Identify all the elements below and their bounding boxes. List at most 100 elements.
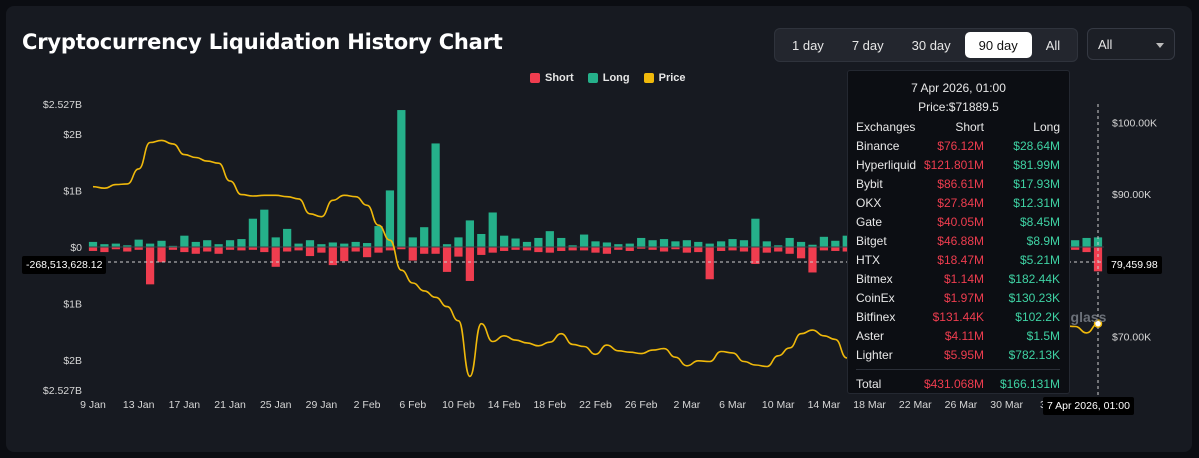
short-bar[interactable]: [237, 247, 246, 251]
short-bar[interactable]: [1071, 247, 1080, 250]
long-bar[interactable]: [237, 239, 246, 247]
short-bar[interactable]: [500, 247, 509, 251]
short-bar[interactable]: [477, 247, 486, 255]
short-bar[interactable]: [157, 247, 166, 263]
long-bar[interactable]: [842, 235, 851, 247]
short-bar[interactable]: [534, 247, 543, 253]
short-bar[interactable]: [134, 247, 143, 250]
long-bar[interactable]: [785, 237, 794, 247]
long-bar[interactable]: [591, 241, 600, 247]
long-bar[interactable]: [762, 241, 771, 247]
short-bar[interactable]: [625, 247, 634, 251]
long-bar[interactable]: [362, 243, 372, 247]
short-bar[interactable]: [762, 247, 771, 253]
short-bar[interactable]: [145, 247, 155, 285]
short-bar[interactable]: [191, 247, 200, 254]
short-bar[interactable]: [111, 247, 120, 250]
short-bar[interactable]: [374, 247, 383, 253]
long-bar[interactable]: [751, 218, 760, 247]
long-bar[interactable]: [637, 237, 646, 247]
long-bar[interactable]: [294, 243, 303, 247]
short-bar[interactable]: [408, 247, 417, 261]
short-bar[interactable]: [317, 247, 326, 253]
long-bar[interactable]: [545, 231, 554, 247]
short-bar[interactable]: [420, 247, 429, 254]
long-bar[interactable]: [557, 237, 566, 247]
legend-item-short[interactable]: Short: [530, 72, 574, 84]
range-1-day-button[interactable]: 1 day: [792, 37, 824, 53]
short-bar[interactable]: [260, 247, 269, 253]
short-bar[interactable]: [385, 247, 395, 251]
short-bar[interactable]: [522, 247, 532, 251]
short-bar[interactable]: [351, 247, 360, 252]
short-bar[interactable]: [511, 247, 520, 250]
long-bar[interactable]: [534, 237, 543, 247]
short-bar[interactable]: [579, 247, 589, 251]
long-bar[interactable]: [522, 241, 532, 247]
long-bar[interactable]: [374, 226, 383, 247]
short-bar[interactable]: [614, 247, 623, 250]
short-bar[interactable]: [203, 247, 212, 252]
long-bar[interactable]: [774, 245, 783, 247]
long-bar[interactable]: [614, 244, 623, 247]
range-all-button[interactable]: All: [1045, 37, 1061, 53]
short-bar[interactable]: [545, 247, 554, 253]
short-bar[interactable]: [465, 247, 474, 281]
long-bar[interactable]: [831, 240, 840, 247]
long-bar[interactable]: [717, 241, 726, 247]
range-7-day-button[interactable]: 7 day: [851, 37, 884, 53]
short-bar[interactable]: [602, 247, 612, 254]
long-bar[interactable]: [671, 241, 680, 247]
short-bar[interactable]: [305, 247, 315, 257]
long-bar[interactable]: [625, 243, 634, 247]
long-bar[interactable]: [1071, 240, 1080, 247]
long-bar[interactable]: [168, 245, 178, 247]
long-bar[interactable]: [203, 240, 212, 247]
short-bar[interactable]: [454, 247, 463, 257]
long-bar[interactable]: [191, 241, 200, 247]
long-bar[interactable]: [602, 242, 612, 247]
short-bar[interactable]: [340, 247, 349, 262]
short-bar[interactable]: [819, 247, 829, 251]
long-bar[interactable]: [145, 243, 155, 247]
short-bar[interactable]: [294, 247, 303, 251]
long-bar[interactable]: [100, 244, 109, 247]
short-bar[interactable]: [591, 247, 600, 253]
long-bar[interactable]: [408, 237, 417, 247]
legend-item-price[interactable]: Price: [643, 72, 686, 84]
long-bar[interactable]: [705, 243, 714, 247]
short-bar[interactable]: [214, 247, 223, 254]
long-bar[interactable]: [397, 110, 406, 247]
long-bar[interactable]: [420, 227, 429, 247]
long-bar[interactable]: [739, 240, 749, 247]
range-90-day-button[interactable]: 90 day: [964, 32, 1032, 58]
long-bar[interactable]: [477, 233, 486, 247]
long-bar[interactable]: [454, 237, 463, 247]
short-bar[interactable]: [1082, 247, 1091, 253]
long-bar[interactable]: [340, 243, 349, 247]
short-bar[interactable]: [671, 247, 680, 250]
short-bar[interactable]: [100, 247, 109, 253]
short-bar[interactable]: [774, 247, 783, 252]
short-bar[interactable]: [637, 247, 646, 249]
long-bar[interactable]: [88, 241, 98, 247]
long-bar[interactable]: [305, 240, 315, 247]
long-bar[interactable]: [283, 228, 292, 247]
long-bar[interactable]: [1082, 237, 1091, 247]
short-bar[interactable]: [225, 247, 235, 250]
long-bar[interactable]: [796, 241, 806, 247]
exchange-select[interactable]: All: [1087, 28, 1175, 60]
short-bar[interactable]: [648, 247, 657, 250]
long-bar[interactable]: [123, 245, 132, 247]
short-bar[interactable]: [842, 247, 851, 252]
short-bar[interactable]: [694, 247, 703, 253]
short-bar[interactable]: [751, 247, 760, 264]
short-bar[interactable]: [488, 247, 497, 253]
long-bar[interactable]: [442, 244, 452, 247]
short-bar[interactable]: [283, 247, 292, 252]
short-bar[interactable]: [785, 247, 794, 254]
short-bar[interactable]: [248, 247, 257, 250]
long-bar[interactable]: [648, 240, 657, 247]
long-bar[interactable]: [694, 241, 703, 247]
long-bar[interactable]: [511, 238, 520, 247]
